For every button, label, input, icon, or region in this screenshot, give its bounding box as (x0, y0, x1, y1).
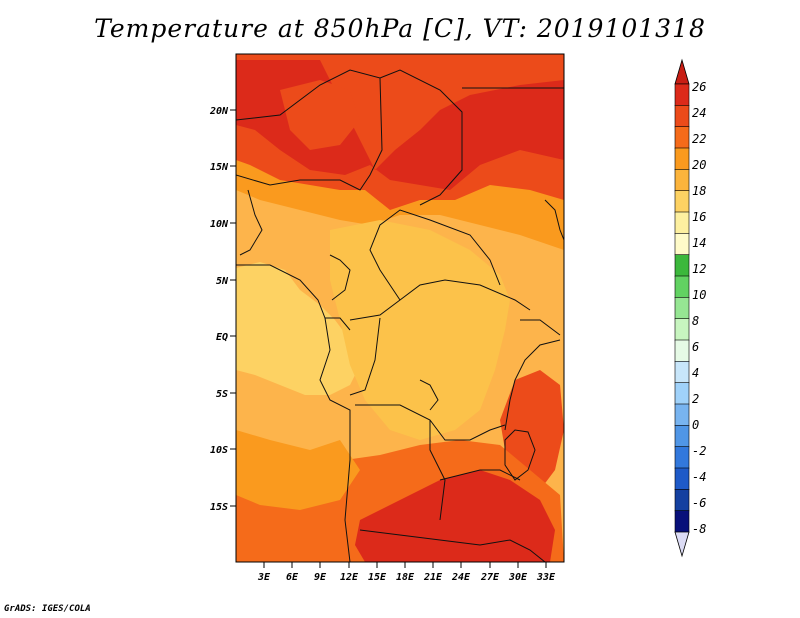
colorbar-swatch (674, 211, 690, 234)
lon-label: 33E (536, 572, 556, 583)
colorbar-swatch (674, 446, 690, 469)
colorbar-swatch (674, 275, 690, 298)
colorbar-label: 20 (692, 158, 706, 172)
lat-label: 10N (210, 219, 229, 230)
colorbar-swatch (674, 467, 690, 490)
colorbar-label: 12 (692, 262, 706, 276)
colorbar-label: -8 (692, 522, 706, 536)
lat-label: 15S (210, 502, 228, 513)
lon-label: 18E (396, 572, 415, 583)
colorbar-label: 6 (692, 340, 699, 354)
colorbar-swatch (674, 297, 690, 320)
lon-label: 24E (451, 572, 471, 583)
colorbar-label: 24 (692, 106, 706, 120)
colorbar-bottom-arrow (674, 531, 690, 558)
colorbar-swatch (674, 382, 690, 405)
colorbar-label: 4 (692, 366, 699, 380)
longitude-axis: 3E 6E 9E 12E 15E 18E 21E 24E 27E 30E 33E (257, 562, 556, 583)
colorbar-swatch (674, 105, 690, 128)
colorbar-swatch (674, 510, 690, 533)
colorbar-label: 22 (692, 132, 706, 146)
lat-label: 10S (210, 445, 228, 456)
contour-18-central (330, 220, 510, 440)
lat-label: EQ (216, 332, 228, 343)
lon-label: 12E (340, 572, 359, 583)
colorbar-swatch (674, 147, 690, 170)
contour-20-south-west (236, 430, 360, 510)
colorbar-swatches (674, 83, 690, 533)
lon-label: 3E (257, 572, 271, 583)
colorbar-label: 14 (692, 236, 706, 250)
colorbar-swatch (674, 339, 690, 362)
colorbar-swatch (674, 254, 690, 277)
lat-label: 5N (216, 276, 229, 287)
colorbar-label: 26 (692, 80, 706, 94)
lon-label: 27E (480, 572, 500, 583)
colorbar-swatch (674, 126, 690, 149)
lat-label: 5S (216, 389, 228, 400)
colorbar-swatch (674, 489, 690, 512)
colorbar-swatch (674, 169, 690, 192)
colorbar-swatch (674, 361, 690, 384)
colorbar: 26 24 22 20 18 16 14 12 10 8 6 4 2 0 -2 … (674, 58, 706, 558)
colorbar-swatch (674, 190, 690, 213)
map-frame (235, 53, 565, 563)
country-borders (236, 69, 564, 562)
lat-label: 20N (209, 106, 229, 117)
contour-24-inner (280, 80, 360, 150)
colorbar-label: -2 (692, 444, 706, 458)
temperature-field (236, 54, 564, 562)
grads-credit: GrADS: IGES/COLA (4, 604, 91, 614)
colorbar-top-arrow (674, 58, 690, 85)
colorbar-label: 0 (692, 418, 699, 432)
lon-label: 6E (286, 572, 299, 583)
contour-18-west (236, 262, 360, 395)
colorbar-label: -4 (692, 470, 706, 484)
colorbar-label: 10 (692, 288, 706, 302)
lon-label: 30E (508, 572, 528, 583)
latitude-axis: 20N 15N 10N 5N EQ 5S 10S 15S (209, 106, 236, 513)
colorbar-swatch (674, 83, 690, 106)
colorbar-label: 8 (692, 314, 699, 328)
colorbar-swatch (674, 425, 690, 448)
lon-label: 21E (423, 572, 443, 583)
colorbar-swatch (674, 403, 690, 426)
colorbar-swatch (674, 318, 690, 341)
chart-title: Temperature at 850hPa [C], VT: 201910131… (94, 14, 706, 43)
lat-label: 15N (210, 162, 229, 173)
colorbar-label: 18 (692, 184, 706, 198)
colorbar-label: -6 (692, 496, 706, 510)
contour-26-south (355, 470, 555, 562)
lon-label: 15E (368, 572, 387, 583)
colorbar-label: 2 (692, 392, 699, 406)
colorbar-swatch (674, 233, 690, 256)
lon-label: 9E (314, 572, 327, 583)
colorbar-label: 16 (692, 210, 706, 224)
